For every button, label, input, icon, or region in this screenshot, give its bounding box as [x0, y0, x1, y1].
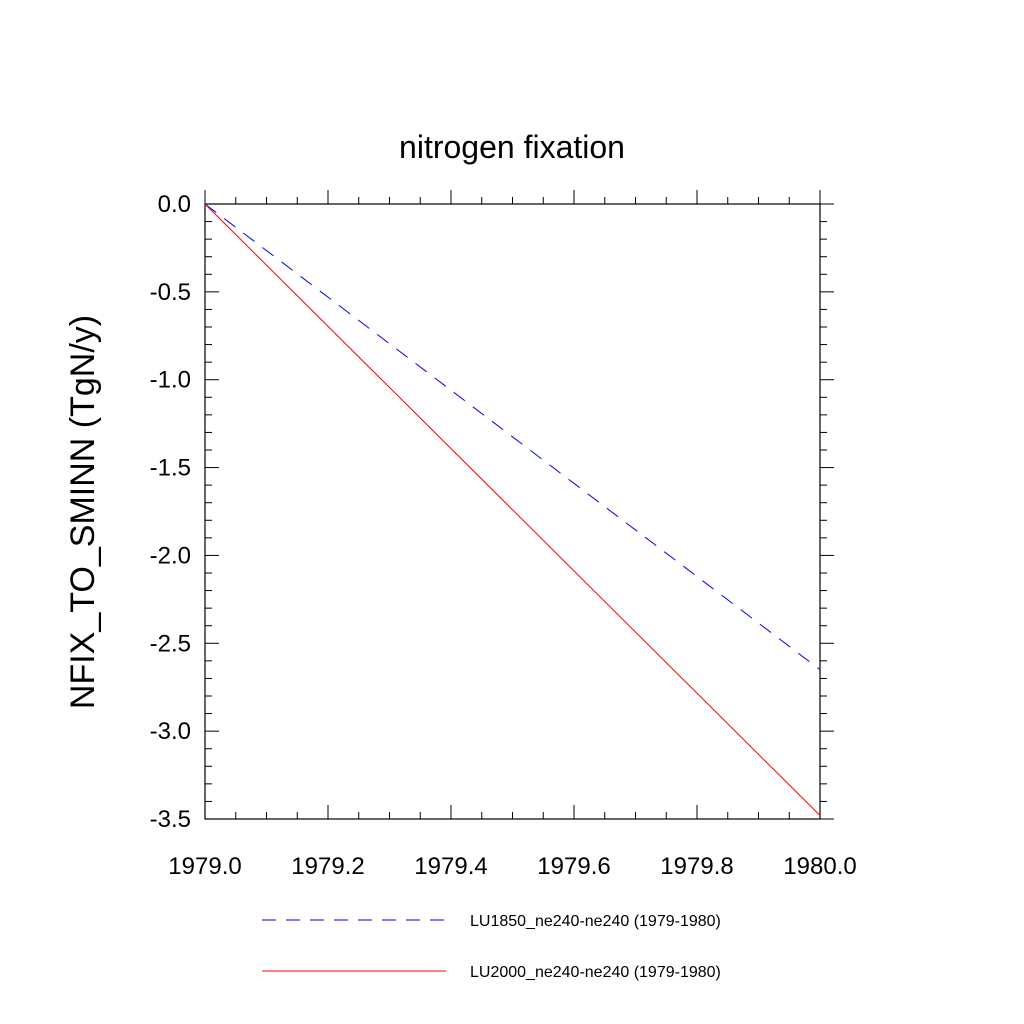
y-tick-label: -3.0 [150, 718, 191, 745]
x-tick-label: 1979.2 [291, 853, 364, 880]
x-tick-label: 1980.0 [783, 853, 856, 880]
plot-area: 1979.0 1979.2 1979.4 1979.6 1979.8 1980.0 0.0 -… [150, 190, 857, 880]
x-tick-label: 1979.8 [660, 853, 733, 880]
legend-label-1: LU1850_ne240-ne240 (1979-1980) [470, 913, 721, 930]
x-tick-label: 1979.4 [414, 853, 487, 880]
y-tick-label: -3.5 [150, 806, 191, 833]
x-tick-label: 1979.6 [537, 853, 610, 880]
y-axis-label: NFIX_TO_SMINN (TgN/y) [64, 315, 102, 709]
x-tick-label: 1979.0 [168, 853, 241, 880]
legend: LU1850_ne240-ne240 (1979-1980) LU2000_ne2… [262, 913, 721, 981]
y-tick-label: -1.0 [150, 367, 191, 394]
y-tick-label: -0.5 [150, 279, 191, 306]
chart-title: nitrogen fixation [399, 129, 625, 165]
y-tick-label: 0.0 [158, 191, 191, 218]
y-tick-label: -2.0 [150, 542, 191, 569]
series-line-2 [204, 203, 821, 816]
series-line-1 [204, 203, 821, 671]
y-tick-label: -1.5 [150, 455, 191, 482]
legend-label-2: LU2000_ne240-ne240 (1979-1980) [470, 964, 721, 981]
y-tick-label: -2.5 [150, 630, 191, 657]
